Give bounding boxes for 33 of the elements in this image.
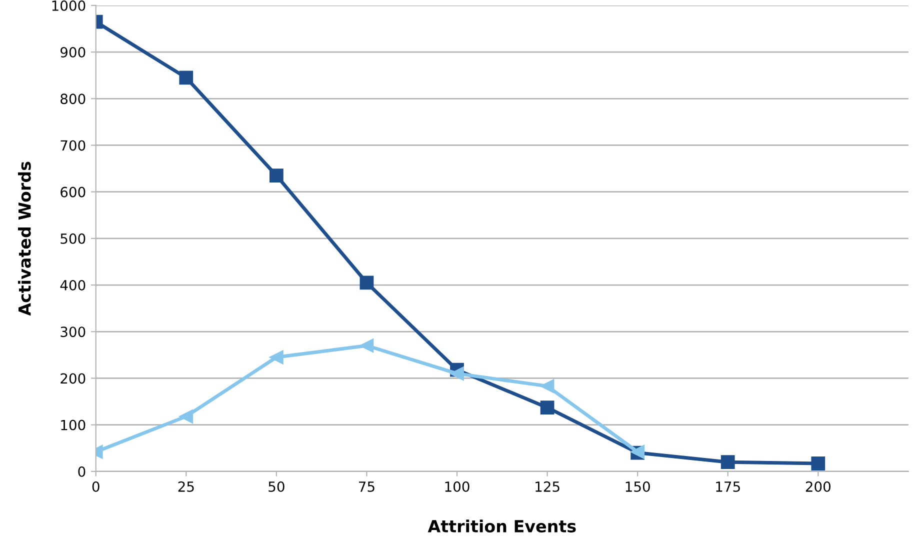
point [269, 350, 284, 364]
point [179, 70, 194, 85]
x-tick-label: 125 [536, 481, 560, 492]
y-tick-label: 100 [61, 420, 86, 430]
point [360, 338, 374, 353]
x-tick-label: 175 [716, 482, 740, 492]
x-tick-label: 200 [806, 481, 830, 492]
point [811, 456, 826, 470]
point [269, 168, 284, 182]
x-tick-label: 150 [626, 481, 650, 492]
x-tick-label: 100 [445, 481, 470, 492]
y-tick-label: 400 [60, 280, 86, 291]
point [540, 400, 554, 415]
x-tick-label: 25 [178, 481, 194, 492]
y-tick-label: 300 [60, 326, 86, 338]
point [540, 379, 554, 394]
point [720, 455, 735, 470]
y-tick-label: 700 [60, 140, 86, 151]
x-tick-label: 75 [359, 482, 374, 492]
x-axis-title: Attrition Events [428, 520, 576, 532]
y-tick-label: 800 [60, 94, 86, 104]
y-tick-label: 600 [60, 186, 86, 198]
x-tick-label: 50 [268, 481, 284, 492]
y-tick-label: 200 [60, 373, 86, 384]
y-tick-label: 500 [60, 233, 86, 244]
y-tick-label: 1000 [52, 0, 86, 11]
y-axis-title: Activated Words [18, 162, 31, 316]
point [179, 409, 194, 424]
y-tick-label: 0 [78, 466, 86, 477]
point [360, 276, 374, 290]
x-tick-label: 0 [92, 481, 100, 492]
y-tick-label: 900 [60, 47, 86, 58]
point [450, 366, 464, 381]
